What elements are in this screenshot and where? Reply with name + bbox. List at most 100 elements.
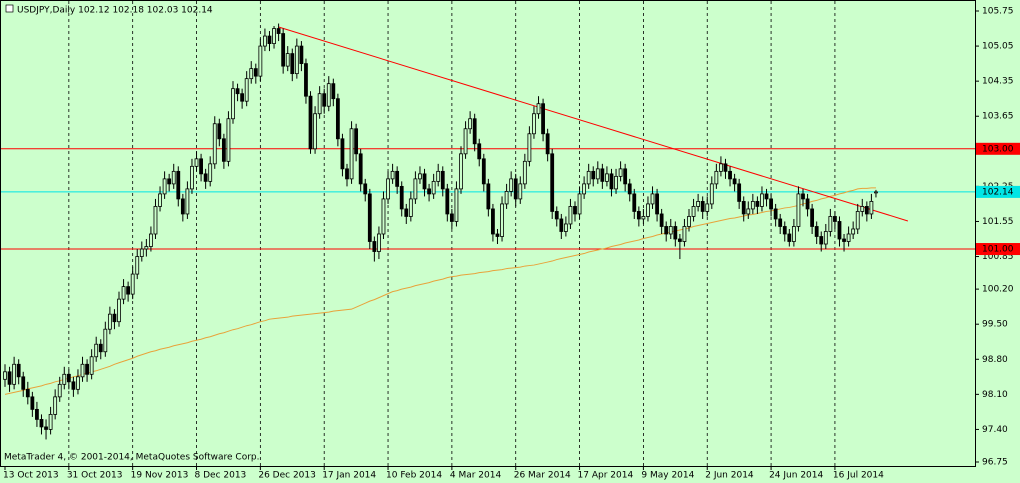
candle-body xyxy=(272,28,276,44)
candle-body xyxy=(449,213,454,222)
candle-body xyxy=(550,153,555,212)
candle-body xyxy=(217,123,222,140)
candle-body xyxy=(7,371,12,385)
candle-body xyxy=(554,211,559,220)
candle-body xyxy=(440,170,445,190)
candle-body xyxy=(796,193,801,227)
candle-body xyxy=(354,128,359,155)
candle-body xyxy=(12,363,17,385)
candle-body xyxy=(35,408,39,420)
candle-body xyxy=(750,201,755,210)
y-tick-label: 99.50 xyxy=(982,320,1008,330)
candle-body xyxy=(149,233,153,247)
candle-body xyxy=(477,143,482,160)
candle-body xyxy=(404,208,409,217)
candle-body xyxy=(814,226,819,237)
candle-body xyxy=(66,373,71,383)
candle-body xyxy=(112,313,117,323)
candle-body xyxy=(719,163,723,172)
candle-body xyxy=(627,183,632,195)
candle-body xyxy=(522,160,527,185)
candle-body xyxy=(805,198,810,210)
candle-body xyxy=(769,198,773,210)
moving-average xyxy=(4,187,876,395)
candle-body xyxy=(760,193,764,207)
candle-body xyxy=(472,118,477,145)
candle-body xyxy=(755,201,760,207)
candle-body xyxy=(413,178,418,200)
candle-body xyxy=(582,183,587,195)
chart-title: USDJPY,Daily 102.12 102.18 102.03 102.14 xyxy=(17,6,213,16)
candle-body xyxy=(463,128,468,155)
candle-body xyxy=(605,173,609,182)
candle-body xyxy=(377,233,381,252)
candle-body xyxy=(573,206,577,215)
candle-body xyxy=(153,206,158,235)
x-tick-label: 13 Oct 2013 xyxy=(3,471,59,481)
candle-body xyxy=(244,78,249,102)
candle-body xyxy=(322,93,327,107)
candle-body xyxy=(723,163,728,172)
candle-body xyxy=(855,211,860,230)
candle-body xyxy=(504,190,509,205)
x-tick-label: 24 Jun 2014 xyxy=(769,471,823,481)
candle-body xyxy=(632,193,637,212)
candle-body xyxy=(445,188,450,215)
candle-body xyxy=(536,103,541,115)
candle-body xyxy=(48,413,53,430)
candle-body xyxy=(495,233,500,237)
candle-body xyxy=(577,193,582,215)
y-tick-label: 104.35 xyxy=(982,77,1014,87)
candle-body xyxy=(491,208,495,235)
y-tick-label: 97.40 xyxy=(982,425,1008,435)
x-tick-label: 10 Feb 2014 xyxy=(386,471,442,481)
candle-body xyxy=(541,103,545,135)
candle-body xyxy=(180,198,185,215)
candle-body xyxy=(518,183,523,200)
candle-body xyxy=(828,216,833,232)
candle-body xyxy=(98,343,103,353)
candle-body xyxy=(231,88,235,120)
y-tick-label: 98.10 xyxy=(982,390,1008,400)
candle-body xyxy=(158,193,162,207)
y-tick-label: 96.75 xyxy=(982,458,1008,468)
level-label: 103.00 xyxy=(982,144,1014,154)
candle-body xyxy=(673,226,678,240)
candle-body xyxy=(386,178,390,200)
candle-body xyxy=(728,170,732,180)
x-tick-label: 2 Jun 2014 xyxy=(705,471,754,481)
candle-body xyxy=(618,168,623,177)
candle-body xyxy=(600,168,605,182)
candle-body xyxy=(408,198,413,217)
y-tick-label: 105.05 xyxy=(982,42,1014,52)
x-tick-label: 17 Jan 2014 xyxy=(322,471,376,481)
candle-body xyxy=(226,118,231,162)
candle-body xyxy=(714,170,719,185)
y-tick-label: 101.55 xyxy=(982,217,1014,227)
candle-body xyxy=(126,286,131,295)
candle-body xyxy=(659,213,664,227)
candle-body xyxy=(276,28,281,34)
x-tick-label: 8 Dec 2013 xyxy=(195,471,247,481)
candle-body xyxy=(687,216,691,227)
candle-body xyxy=(527,133,532,162)
candle-body xyxy=(641,216,646,220)
candle-body xyxy=(422,173,427,190)
candle-body xyxy=(194,158,199,167)
candle-body xyxy=(367,193,372,242)
candle-body xyxy=(773,208,778,220)
candle-body xyxy=(294,45,299,75)
candle-body xyxy=(851,228,856,235)
trendline xyxy=(278,26,909,222)
candle-body xyxy=(57,383,62,398)
candle-body xyxy=(509,178,514,192)
footer: MetaTrader 4, © 2001-2014, MetaQuotes So… xyxy=(4,453,260,463)
candle-body xyxy=(139,248,144,257)
candle-body xyxy=(864,206,869,215)
level-label-bg xyxy=(976,185,1020,198)
candle-body xyxy=(819,236,824,245)
candle-body xyxy=(144,246,149,250)
candle-body xyxy=(846,233,851,242)
candle-body xyxy=(167,178,172,185)
candle-body xyxy=(240,93,245,102)
